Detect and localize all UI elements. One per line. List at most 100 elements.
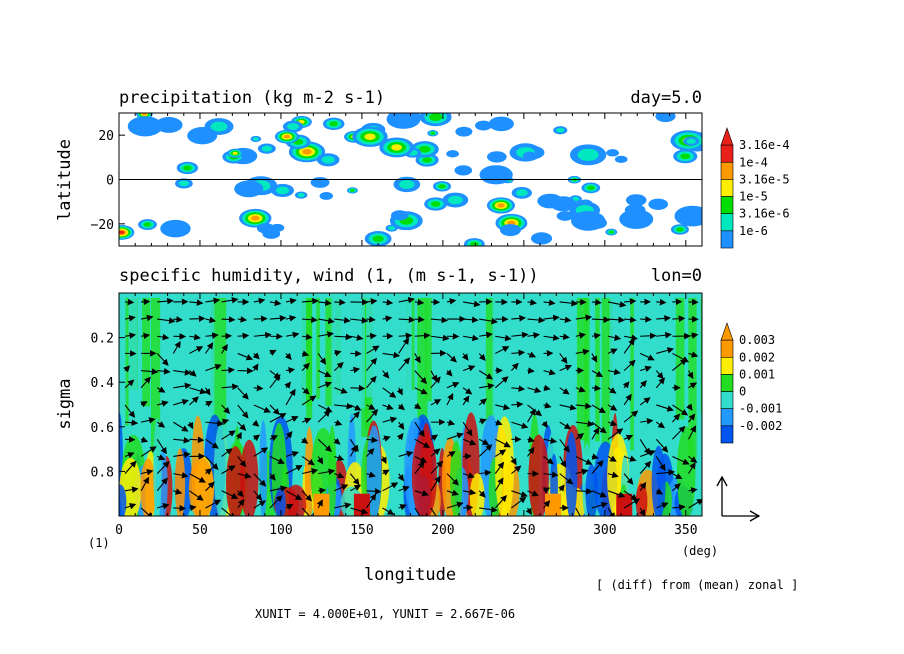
wind-arrow (221, 465, 236, 475)
wind-arrow (655, 488, 664, 495)
wind-arrow (124, 452, 135, 459)
wind-arrow (527, 351, 537, 358)
wind-arrow (382, 403, 394, 410)
humidity-anomaly (153, 417, 162, 516)
wind-arrow (639, 460, 652, 474)
wind-arrow (446, 473, 459, 486)
wind-vectors (123, 296, 702, 516)
humidity-streak (637, 298, 647, 449)
wind-arrow (301, 417, 312, 424)
colorbar-segment (720, 339, 734, 358)
wind-arrow (414, 421, 425, 438)
wind-arrow (140, 417, 156, 424)
precip-cell (316, 153, 340, 167)
precip-cell (625, 194, 647, 207)
wind-arrow (205, 438, 219, 449)
wind-arrow (398, 450, 414, 458)
wind-arrow (350, 366, 361, 374)
wind-arrow (575, 402, 592, 410)
wind-arrow (349, 473, 360, 486)
precip-cell (550, 196, 577, 212)
humidity-streak (449, 298, 460, 455)
colorbar-segment (720, 391, 734, 410)
wind-arrow (623, 334, 638, 341)
wind-arrow (253, 404, 271, 413)
wind-arrow (253, 447, 269, 457)
wind-arrow (430, 376, 441, 389)
wind-arrow (397, 473, 404, 482)
precip-cell (614, 155, 628, 163)
wind-arrow (253, 384, 264, 392)
wind-arrow (591, 404, 606, 414)
bottom-panel-title: specific humidity, wind (1, (m s-1, s-1)… (119, 266, 539, 286)
wind-arrow (575, 386, 586, 393)
wind-arrow (655, 370, 664, 380)
wind-arrow (237, 456, 247, 468)
wind-arrow (527, 408, 536, 423)
wind-arrow (607, 368, 621, 376)
wind-arrow (397, 403, 405, 411)
wind-arrow (414, 298, 425, 306)
wind-arrow (559, 387, 570, 395)
humidity-anomaly (635, 483, 648, 516)
precip-cell (433, 181, 452, 192)
wind-arrow (527, 316, 546, 324)
wind-arrow (543, 437, 558, 444)
wind-arrow (479, 383, 495, 390)
wind-arrow (672, 404, 689, 416)
wind-arrow (655, 456, 666, 472)
wind-arrow (640, 332, 657, 340)
wind-arrow (559, 364, 572, 372)
precip-cell (346, 187, 358, 194)
wind-arrow (639, 481, 647, 492)
colorbar-label: 3.16e-6 (739, 207, 790, 221)
wind-arrow (285, 388, 296, 406)
reference-vector (716, 475, 761, 522)
bottom-xtick-label: 250 (512, 523, 535, 538)
wind-arrow (494, 477, 504, 492)
wind-arrow (269, 349, 277, 356)
wind-arrow (189, 315, 206, 322)
wind-arrow (221, 418, 230, 425)
wind-arrow (221, 383, 239, 391)
wind-arrow (350, 404, 362, 411)
humidity-streak (551, 298, 560, 392)
wind-arrow (382, 351, 401, 359)
wind-arrow (543, 500, 551, 509)
wind-arrow (607, 301, 627, 308)
humidity-anomaly (119, 484, 127, 516)
precip-cell (571, 210, 606, 231)
colorbar-segment (720, 230, 734, 249)
wind-arrow (205, 297, 221, 305)
humidity-core (616, 493, 633, 516)
wind-arrow (495, 346, 510, 354)
precip-cell (386, 113, 421, 129)
colorbar-top-triangle (720, 127, 734, 146)
wind-arrow (317, 381, 333, 389)
wind-arrow (591, 427, 600, 440)
precip-cell (250, 135, 262, 143)
wind-arrow (334, 484, 349, 492)
humidity-streak (270, 298, 278, 391)
wind-arrow (655, 438, 669, 453)
wind-arrow (173, 504, 187, 512)
bottom-ytick-label: 0.2 (91, 332, 114, 347)
wind-arrow (382, 469, 390, 476)
wind-arrow (221, 366, 235, 374)
wind-arrow (301, 490, 313, 502)
colorbar-segment (720, 425, 734, 444)
wind-arrow (462, 365, 476, 372)
humidity-anomaly (565, 431, 578, 516)
wind-arrow (140, 468, 154, 476)
wind-arrow (221, 344, 228, 354)
wind-arrow (252, 419, 260, 427)
wind-arrow (124, 298, 135, 306)
wind-arrow (590, 353, 598, 363)
wind-arrow (318, 487, 327, 494)
precip-cell (674, 205, 702, 227)
wind-arrow (221, 430, 236, 440)
wind-arrow (285, 297, 297, 305)
wind-arrow (430, 334, 450, 342)
precip-cell (479, 165, 513, 185)
